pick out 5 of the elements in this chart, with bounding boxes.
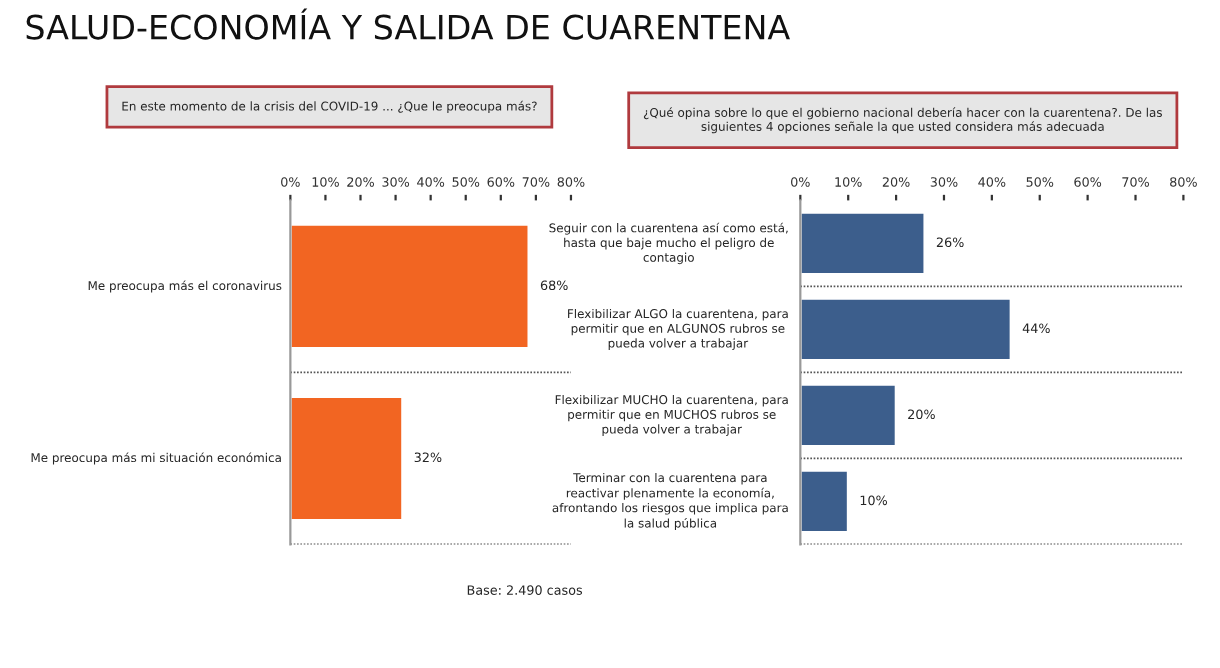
bar	[800, 469, 850, 534]
chart-title: SALUD-ECONOMÍA Y SALIDA DE CUARENTENA	[26, 8, 790, 40]
bar	[800, 297, 1013, 362]
bar	[800, 211, 927, 276]
bar	[800, 383, 898, 448]
